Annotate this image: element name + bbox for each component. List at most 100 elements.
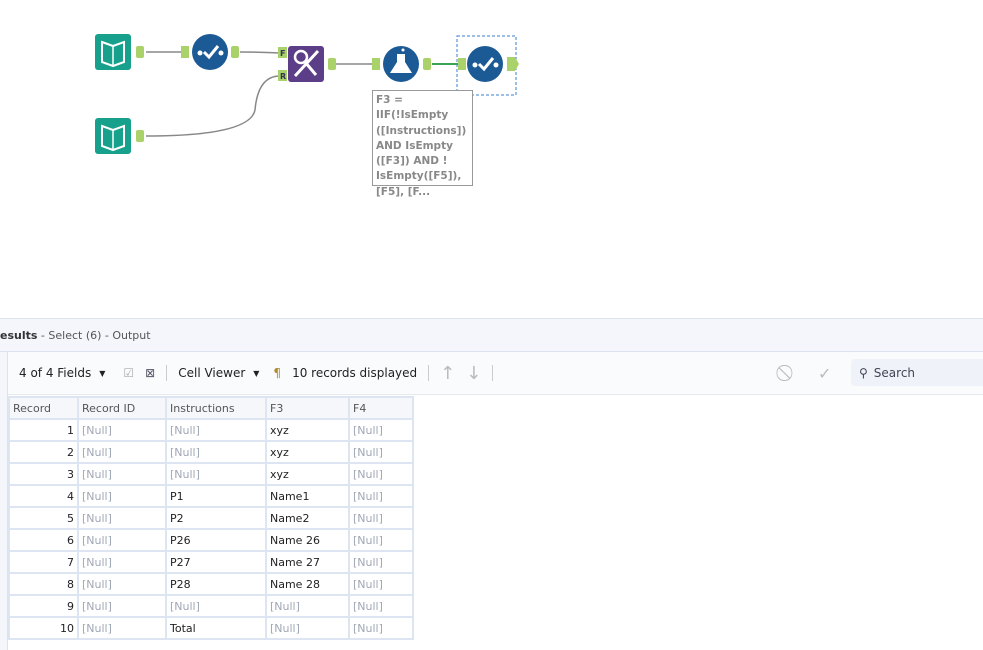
- select-tool-2-selected[interactable]: [456, 35, 519, 96]
- table-cell[interactable]: Name2: [265, 506, 350, 530]
- select-tool-1[interactable]: [181, 34, 239, 70]
- input-data-tool-1[interactable]: [95, 34, 144, 70]
- arrow-down-icon[interactable]: ↓: [466, 362, 482, 384]
- chevron-down-icon: ▼: [253, 368, 260, 378]
- table-cell[interactable]: [Null]: [77, 506, 167, 530]
- table-cell[interactable]: 6: [8, 528, 79, 552]
- table-cell[interactable]: 1: [8, 418, 79, 442]
- join-tool[interactable]: F R: [278, 46, 336, 82]
- table-cell[interactable]: Name 26: [265, 528, 350, 552]
- table-cell[interactable]: Name 28: [265, 572, 350, 596]
- table-cell[interactable]: [Null]: [77, 462, 167, 486]
- pilcrow-icon[interactable]: ¶: [273, 366, 282, 380]
- table-cell[interactable]: [Null]: [165, 440, 267, 464]
- table-row[interactable]: 10 [Null] Total [Null] [Null]: [8, 616, 414, 640]
- table-cell[interactable]: [Null]: [165, 418, 267, 442]
- table-cell[interactable]: xyz: [265, 440, 350, 464]
- table-row[interactable]: 2 [Null] [Null] xyz [Null]: [8, 440, 414, 464]
- records-count: 10 records displayed: [292, 366, 418, 380]
- table-row[interactable]: 7 [Null] P27 Name 27 [Null]: [8, 550, 414, 574]
- table-cell[interactable]: P1: [165, 484, 267, 508]
- table-cell[interactable]: [Null]: [265, 594, 350, 618]
- column-header[interactable]: Record: [8, 396, 79, 420]
- table-cell[interactable]: [Null]: [348, 484, 414, 508]
- table-cell[interactable]: 8: [8, 572, 79, 596]
- results-table: Record Record ID Instructions F3 F4 1 [Null][…: [8, 396, 414, 640]
- table-cell[interactable]: P28: [165, 572, 267, 596]
- formula-tool[interactable]: [372, 46, 431, 82]
- search-input[interactable]: ⚲ Search: [851, 359, 983, 386]
- table-cell[interactable]: 5: [8, 506, 79, 530]
- table-cell[interactable]: xyz: [265, 418, 350, 442]
- table-cell[interactable]: 7: [8, 550, 79, 574]
- table-row[interactable]: 6 [Null] P26 Name 26 [Null]: [8, 528, 414, 552]
- divider: [428, 365, 430, 381]
- table-cell[interactable]: [Null]: [348, 440, 414, 464]
- column-header[interactable]: F3: [265, 396, 350, 420]
- uncheck-all-icon[interactable]: ⊠: [145, 366, 156, 380]
- table-cell[interactable]: 2: [8, 440, 79, 464]
- workflow-canvas[interactable]: F R F3 = IIF(!IsEmpty ([Instructions]) A…: [0, 0, 983, 318]
- table-cell[interactable]: [Null]: [165, 462, 267, 486]
- table-cell[interactable]: [Null]: [77, 418, 167, 442]
- svg-text:R: R: [280, 72, 286, 81]
- column-header[interactable]: Instructions: [165, 396, 267, 420]
- chevron-down-icon: ▼: [99, 368, 106, 378]
- table-cell[interactable]: [Null]: [348, 462, 414, 486]
- table-cell[interactable]: [Null]: [265, 616, 350, 640]
- table-cell[interactable]: xyz: [265, 462, 350, 486]
- table-cell[interactable]: P2: [165, 506, 267, 530]
- search-icon: ⚲: [859, 365, 868, 380]
- results-title: esults: [0, 329, 38, 342]
- check-all-icon[interactable]: ☑: [123, 366, 135, 380]
- table-row[interactable]: 5 [Null] P2 Name2 [Null]: [8, 506, 414, 530]
- connection: [145, 75, 281, 137]
- table-cell[interactable]: [Null]: [77, 616, 167, 640]
- table-cell[interactable]: [Null]: [77, 572, 167, 596]
- column-header[interactable]: Record ID: [77, 396, 167, 420]
- table-cell[interactable]: [Null]: [348, 506, 414, 530]
- table-cell[interactable]: [Null]: [77, 528, 167, 552]
- table-cell[interactable]: [Null]: [348, 528, 414, 552]
- table-cell[interactable]: Name1: [265, 484, 350, 508]
- results-header: esults - Select (6) - Output: [0, 318, 983, 352]
- cell-viewer-label: Cell Viewer: [178, 366, 246, 380]
- search-placeholder: Search: [873, 365, 916, 380]
- table-cell[interactable]: [Null]: [165, 594, 267, 618]
- table-cell[interactable]: [Null]: [77, 550, 167, 574]
- table-cell[interactable]: 4: [8, 484, 79, 508]
- table-cell[interactable]: [Null]: [348, 594, 414, 618]
- check-icon[interactable]: ✓: [818, 363, 832, 383]
- divider: [166, 365, 168, 381]
- table-row[interactable]: 4 [Null] P1 Name1 [Null]: [8, 484, 414, 508]
- table-cell[interactable]: [Null]: [77, 484, 167, 508]
- fields-label: 4 of 4 Fields: [19, 366, 92, 380]
- table-cell[interactable]: [Null]: [348, 572, 414, 596]
- table-row[interactable]: 3 [Null] [Null] xyz [Null]: [8, 462, 414, 486]
- table-cell[interactable]: [Null]: [348, 550, 414, 574]
- table-cell[interactable]: Total: [165, 616, 267, 640]
- table-cell[interactable]: Name 27: [265, 550, 350, 574]
- input-data-tool-2[interactable]: [95, 118, 144, 154]
- table-row[interactable]: 1 [Null] [Null] xyz [Null]: [8, 418, 414, 442]
- table-cell[interactable]: 10: [8, 616, 79, 640]
- column-header[interactable]: F4: [348, 396, 414, 420]
- table-cell[interactable]: P27: [165, 550, 267, 574]
- results-left-strip: [0, 352, 8, 650]
- table-cell[interactable]: [Null]: [77, 594, 167, 618]
- connection: [239, 51, 281, 54]
- table-row[interactable]: 9 [Null] [Null] [Null] [Null]: [8, 594, 414, 618]
- formula-annotation: F3 = IIF(!IsEmpty ([Instructions]) AND I…: [372, 90, 473, 198]
- results-toolbar: 4 of 4 Fields ▼ ☑ ⊠ Cell Viewer ▼ ¶ 10 rec…: [8, 352, 983, 395]
- table-cell[interactable]: [Null]: [348, 616, 414, 640]
- results-subtitle: - Select (6) - Output: [37, 329, 151, 342]
- arrow-up-icon[interactable]: ↑: [440, 362, 456, 384]
- table-cell[interactable]: 9: [8, 594, 79, 618]
- fields-dropdown[interactable]: 4 of 4 Fields ▼: [19, 366, 105, 380]
- table-cell[interactable]: P26: [165, 528, 267, 552]
- table-row[interactable]: 8 [Null] P28 Name 28 [Null]: [8, 572, 414, 596]
- cell-viewer-dropdown[interactable]: Cell Viewer ▼: [178, 366, 259, 380]
- table-cell[interactable]: [Null]: [348, 418, 414, 442]
- table-cell[interactable]: 3: [8, 462, 79, 486]
- table-cell[interactable]: [Null]: [77, 440, 167, 464]
